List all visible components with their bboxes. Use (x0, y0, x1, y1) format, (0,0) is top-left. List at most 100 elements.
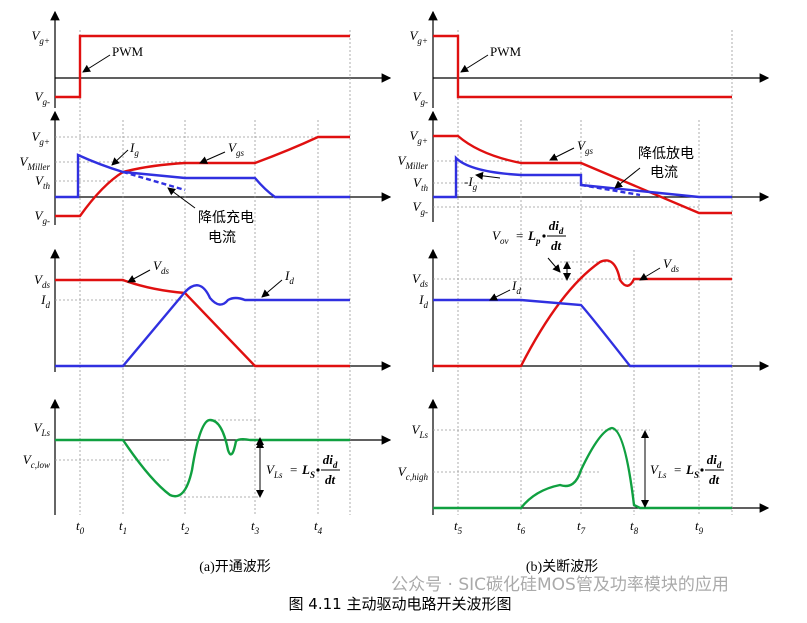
watermark: 公众号 · SIC碳化硅MOS管及功率模块的应用 (391, 575, 729, 595)
subscript: gs (585, 146, 594, 156)
axes (50, 10, 770, 515)
main: V (663, 256, 673, 271)
annotation: Vds (153, 258, 169, 276)
dot (316, 468, 320, 472)
subscript: 6 (521, 526, 526, 536)
main: V (35, 89, 45, 104)
subscript: ds (671, 264, 680, 274)
formula-num: did (323, 452, 338, 470)
subscript: d (717, 460, 722, 470)
formula-coeff: LS (685, 462, 699, 480)
main: L (685, 462, 694, 477)
time-label: t5 (454, 518, 463, 536)
time-label: t8 (630, 518, 639, 536)
subscript: 3 (254, 526, 260, 536)
annotation: Ig (129, 140, 139, 158)
main: V (413, 199, 423, 214)
main: V (409, 28, 419, 43)
subscript: g+ (417, 136, 428, 146)
formula-num: did (549, 218, 564, 236)
dot (542, 234, 546, 238)
time-label: t1 (119, 518, 127, 536)
formula-lhs: Vov (492, 228, 508, 246)
axis-label: VMiller (398, 153, 429, 171)
subscript: g- (421, 207, 429, 217)
axis-label: Id (40, 292, 50, 310)
axis-label: Vg- (35, 89, 50, 107)
formula-eq: = (674, 462, 681, 477)
annotation: Id (511, 278, 521, 296)
time-label: t7 (577, 518, 586, 536)
subscript: Miller (27, 162, 51, 172)
subscript: d (516, 286, 521, 296)
axis-label: Vg- (413, 199, 428, 217)
subscript: S (694, 470, 699, 480)
main: V (153, 258, 163, 273)
subscript: Miller (405, 161, 429, 171)
main: t (577, 518, 581, 533)
dot (700, 468, 704, 472)
axis-label: Vth (35, 173, 50, 191)
subscript: ds (161, 266, 170, 276)
main: V (398, 464, 408, 479)
subscript: Ls (657, 470, 667, 480)
axis-label: Vg- (413, 89, 428, 107)
subscript: d (559, 226, 564, 236)
annotation: -Ig (464, 174, 478, 192)
main: V (577, 138, 587, 153)
main: V (492, 228, 502, 243)
main: L (527, 228, 536, 243)
formula-lhs: VLs (266, 462, 283, 480)
axis-label: Vc,low (23, 452, 50, 470)
subscript: d (333, 460, 338, 470)
main: t (454, 518, 458, 533)
axis-label: VLs (412, 422, 429, 440)
main: V (35, 173, 45, 188)
annotation: Vgs (228, 140, 244, 158)
subscript: g- (43, 97, 51, 107)
subscript: 7 (581, 526, 586, 536)
main: V (20, 154, 30, 169)
subscript: g (134, 148, 139, 158)
subscript: gs (236, 148, 245, 158)
main: V (34, 420, 44, 435)
main: I (40, 292, 46, 307)
subscript: Ls (273, 470, 283, 480)
formula-den: dt (551, 238, 562, 253)
formula-coeff: LS (301, 462, 315, 480)
axis-label: Vg+ (409, 28, 428, 46)
formula-eq: = (290, 462, 297, 477)
axis-label: Vds (412, 271, 428, 289)
formula-den: dt (325, 472, 336, 487)
subscript: c,high (406, 472, 429, 482)
main: L (301, 462, 310, 477)
subscript: d (46, 300, 51, 310)
main: V (228, 140, 238, 155)
subscript: ov (500, 236, 509, 246)
main: V (650, 462, 660, 477)
time-label: t3 (251, 518, 260, 536)
subscript: g+ (39, 36, 50, 46)
main: 降低充电 (198, 210, 254, 226)
main: V (412, 422, 422, 437)
main: I (418, 292, 424, 307)
annotation: Id (284, 268, 294, 286)
subscript: S (310, 470, 315, 480)
axis-label: VLs (34, 420, 51, 438)
subscript: th (421, 183, 429, 193)
axis-label: Vds (34, 272, 50, 290)
time-label: t6 (517, 518, 526, 536)
annotation: PWM (490, 44, 522, 59)
formula-den: dt (709, 472, 720, 487)
main: V (23, 452, 33, 467)
main: t (181, 518, 185, 533)
subscript: 1 (123, 526, 128, 536)
main: I (511, 278, 517, 293)
main: t (695, 518, 699, 533)
subscript: Ls (40, 428, 50, 438)
subscript: th (43, 181, 51, 191)
subscript: g+ (417, 36, 428, 46)
subscript: 8 (634, 526, 639, 536)
subscript: g (473, 182, 478, 192)
